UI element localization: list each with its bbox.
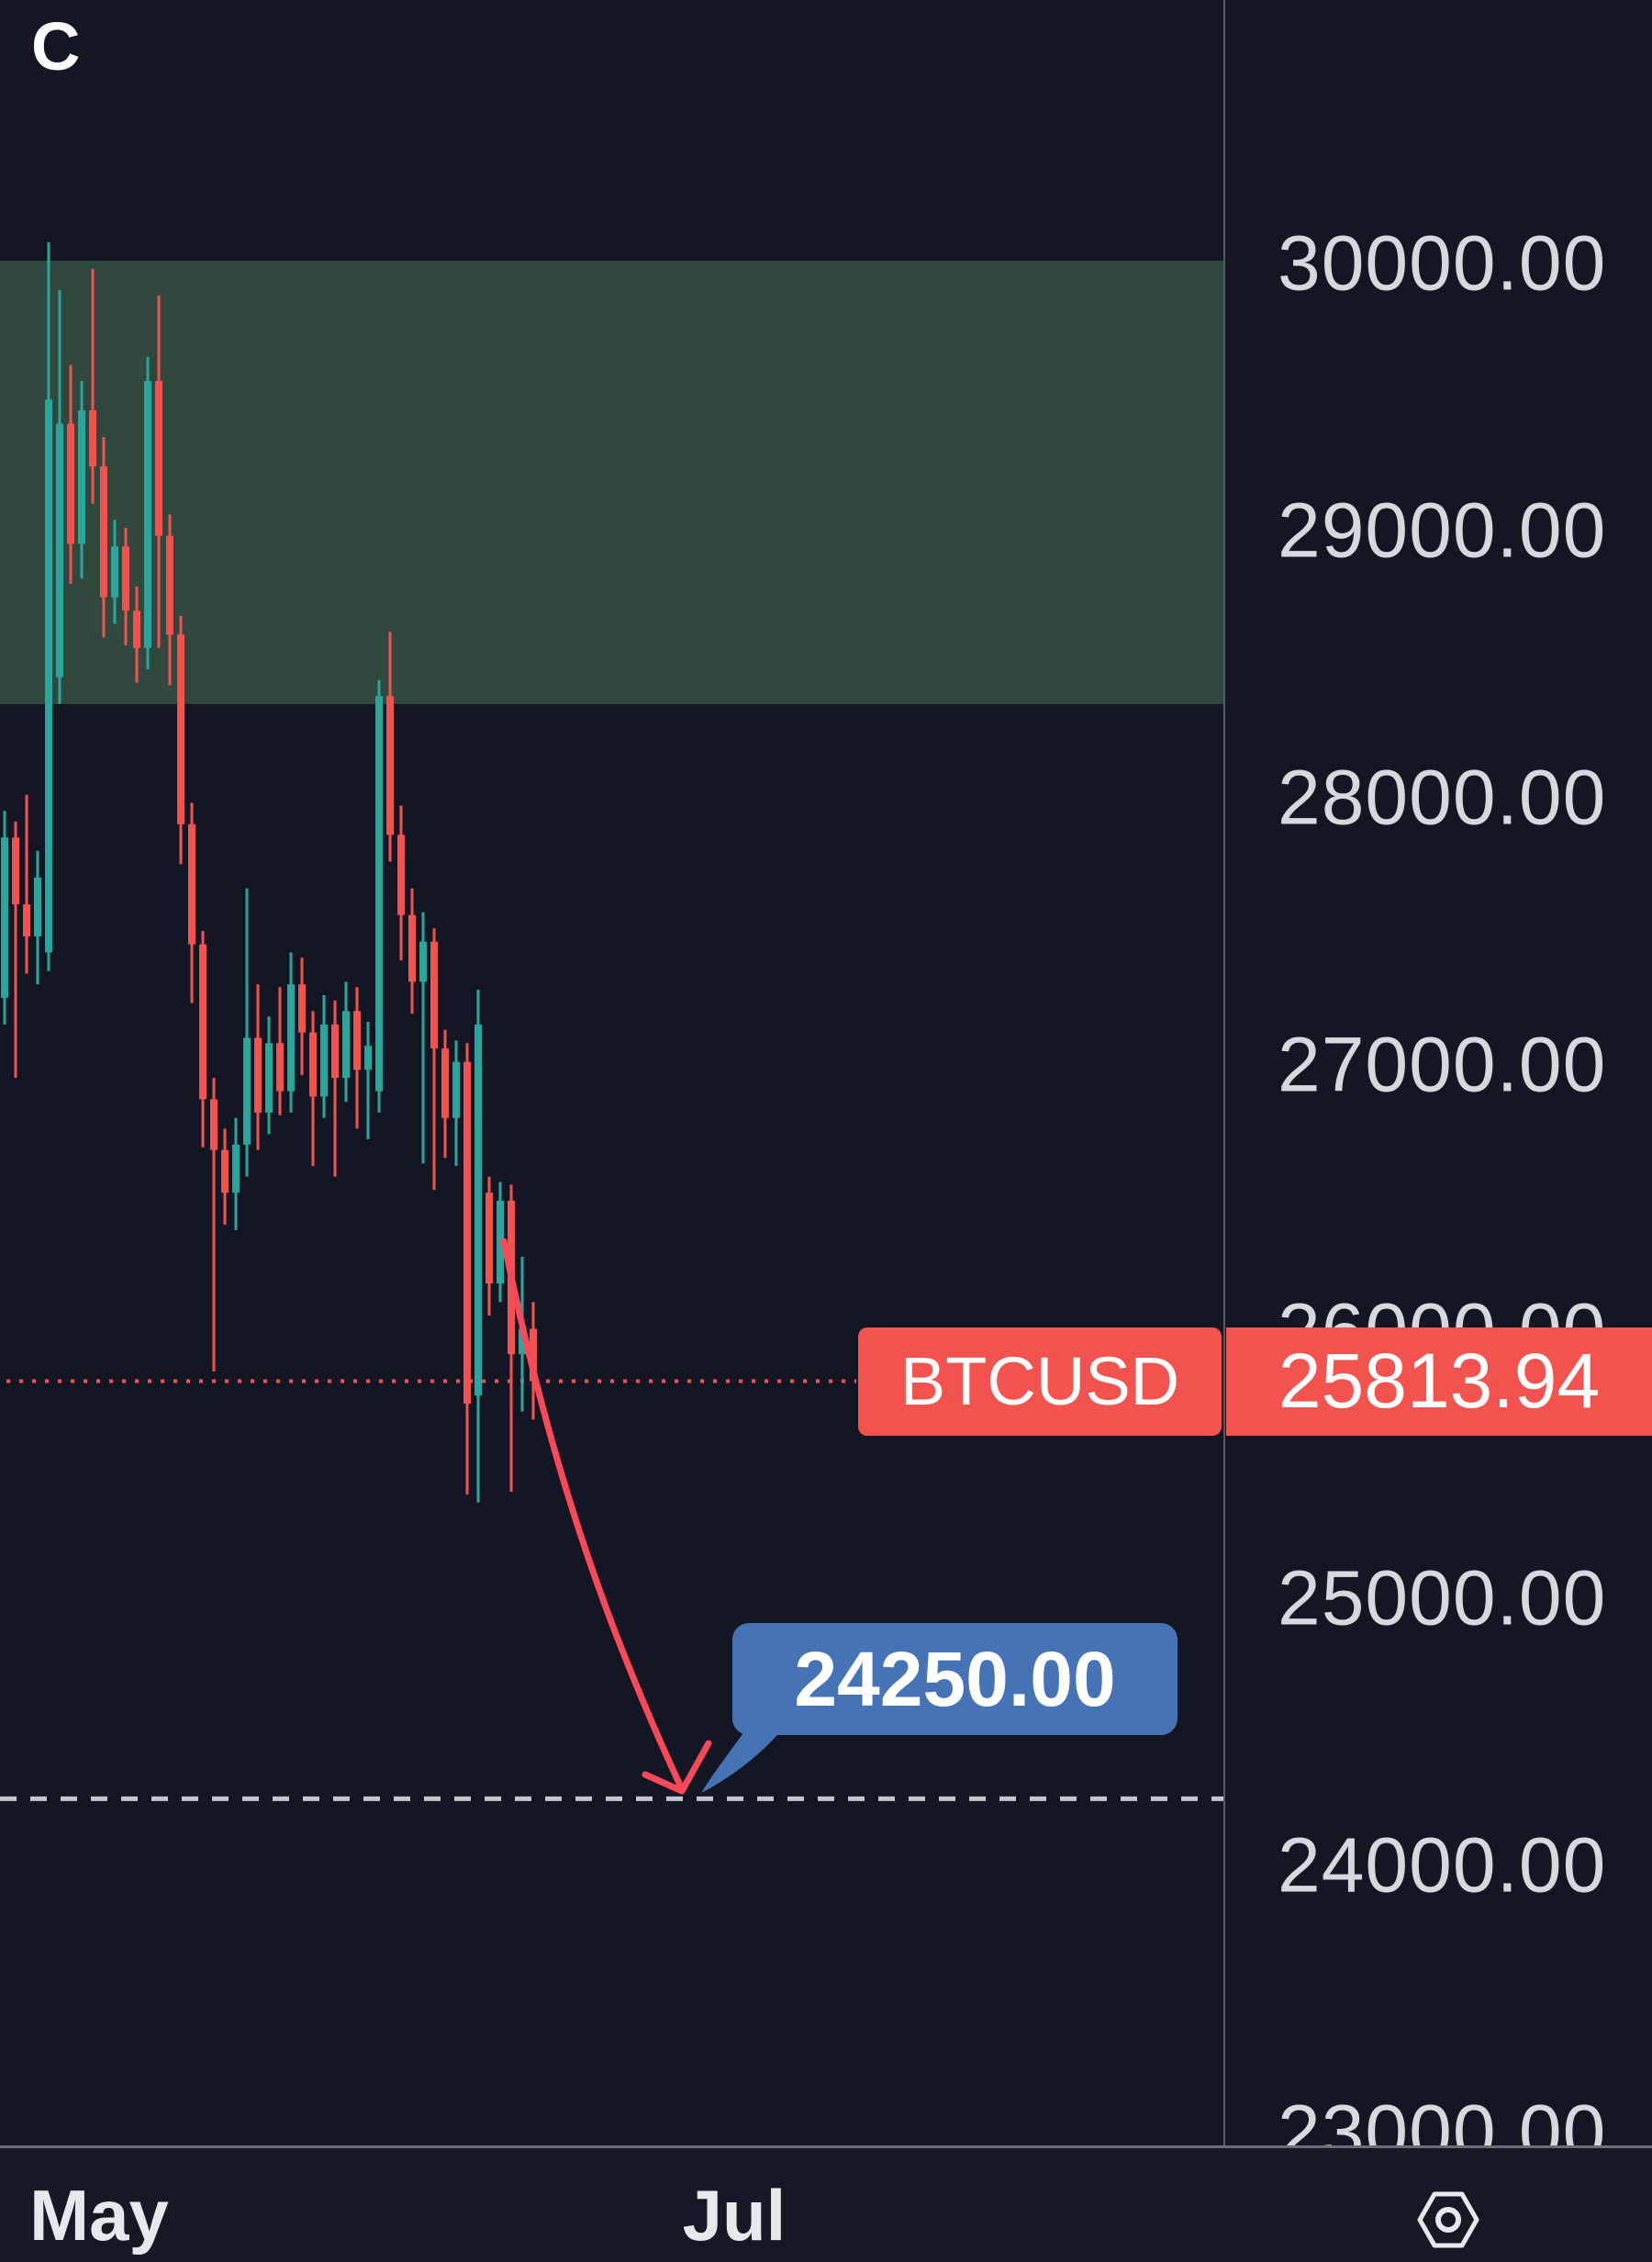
candle-body — [221, 1149, 229, 1193]
candle-body — [309, 1032, 317, 1097]
candle-body — [463, 1061, 471, 1404]
candle-body — [199, 944, 206, 1100]
candle-body — [23, 904, 30, 936]
candle-body — [254, 1037, 262, 1113]
candle-body — [430, 941, 438, 1049]
candle-body — [375, 696, 383, 1092]
candle-body — [78, 409, 85, 544]
candle-body — [166, 535, 173, 635]
supply-zone — [0, 261, 1223, 704]
candle-body — [232, 1144, 240, 1193]
candle-body — [243, 1037, 251, 1145]
callout-tail — [701, 1728, 784, 1793]
candle-body — [89, 409, 96, 467]
candle-body — [441, 1048, 449, 1118]
time-axis[interactable]: May Jul — [0, 2145, 1652, 2262]
candle-body — [497, 1200, 504, 1284]
candle-body — [287, 984, 295, 1092]
candle-body — [298, 984, 306, 1033]
time-tick-label: May — [29, 2175, 169, 2256]
c-logo[interactable]: C — [31, 8, 81, 84]
price-tick-label: 25000.00 — [1278, 1554, 1607, 1641]
chart-settings-hexagon-icon[interactable] — [1414, 2189, 1482, 2250]
candle-body — [45, 399, 52, 953]
candle-body — [486, 1193, 493, 1284]
time-tick-label: Jul — [682, 2175, 787, 2256]
candle-body — [397, 834, 405, 915]
symbol-price-line-label[interactable]: BTCUSD — [858, 1327, 1222, 1436]
candle-body — [331, 1024, 339, 1079]
candle-body — [56, 423, 63, 677]
price-tick-label: 28000.00 — [1278, 754, 1607, 841]
candle-body — [364, 1046, 372, 1070]
candle-body — [12, 837, 19, 905]
projection-arrow-shaft — [500, 1237, 686, 1793]
candle-body — [353, 1011, 361, 1070]
price-tick-label: 24000.00 — [1278, 1821, 1607, 1909]
candle-body — [111, 546, 118, 598]
candle-body — [320, 1024, 328, 1097]
projection-arrow-head — [642, 1740, 712, 1795]
candle-body — [419, 941, 427, 982]
price-axis-separator — [1223, 0, 1225, 2145]
candle-body — [342, 1011, 350, 1079]
candle-body — [34, 877, 41, 936]
candle-body — [452, 1061, 460, 1118]
candle-body — [1, 837, 8, 998]
candle-body — [210, 1099, 218, 1150]
candle-body — [122, 546, 129, 611]
candle-body — [386, 696, 394, 835]
price-tick-label: 27000.00 — [1278, 1021, 1607, 1108]
candle-body — [265, 1043, 273, 1113]
price-tick-label: 29000.00 — [1278, 487, 1607, 574]
candle-body — [530, 1328, 537, 1382]
candle-body — [133, 610, 140, 648]
candle-body — [188, 823, 195, 945]
candle-body — [519, 1328, 526, 1355]
candle-body — [177, 634, 184, 824]
candle-body — [144, 380, 151, 648]
last-price-axis-label[interactable]: 25813.94 — [1226, 1327, 1652, 1436]
candle-body — [408, 914, 416, 982]
candle-body — [100, 466, 107, 598]
candle-body — [67, 423, 74, 544]
candle-body — [276, 1043, 284, 1092]
candle-body — [474, 1024, 482, 1396]
candle-body — [155, 380, 162, 536]
price-tick-label: 30000.00 — [1278, 219, 1607, 307]
anchored-price-callout[interactable]: 24250.00 — [732, 1623, 1178, 1735]
